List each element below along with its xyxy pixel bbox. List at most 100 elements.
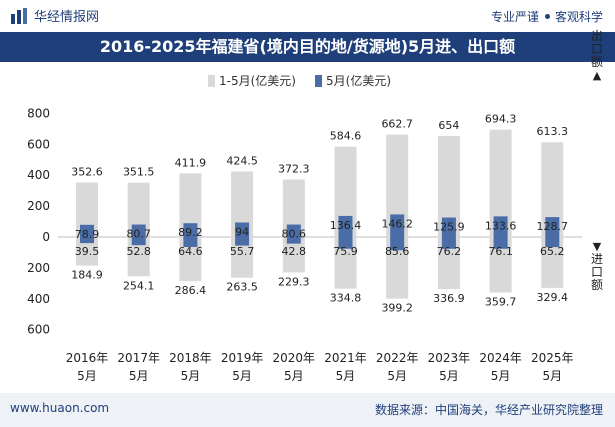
y-tick-label: 400 [27, 292, 50, 306]
up-arrow-icon: ▲ [592, 69, 602, 82]
website-link[interactable]: www.huaon.com [10, 401, 110, 415]
export-total-label: 351.5 [123, 166, 155, 179]
dot-icon [544, 14, 550, 19]
export-month-label: 94 [235, 225, 249, 238]
export-total-bar [127, 182, 150, 237]
import-total-bar [386, 237, 409, 299]
x-tick-label-year: 2021年 [324, 351, 367, 365]
import-month-label: 75.9 [333, 245, 358, 258]
y-tick-label: 200 [27, 261, 50, 275]
legend-label: 1-5月(亿美元) [219, 73, 296, 88]
export-total-bar [179, 173, 202, 237]
export-month-bar [80, 224, 94, 237]
legend-label: 5月(亿美元) [326, 73, 391, 88]
export-total-bar [282, 179, 305, 237]
import-total-label: 329.4 [537, 291, 569, 304]
x-tick-label-year: 2018年 [169, 351, 212, 365]
logo-icon [11, 7, 27, 24]
import-total-label: 184.9 [71, 269, 103, 282]
x-tick-label-month: 5月 [129, 369, 149, 383]
x-tick-label-month: 5月 [232, 369, 252, 383]
export-month-label: 125.9 [433, 221, 465, 234]
brand-name: 华经情报网 [34, 10, 100, 25]
export-total-bar [334, 146, 357, 237]
import-side-text: 进口额 [590, 252, 603, 292]
import-total-label: 399.2 [381, 302, 413, 315]
export-month-label: 146.2 [381, 217, 413, 230]
export-total-label: 613.3 [537, 125, 569, 138]
export-month-label: 128.7 [537, 220, 569, 233]
export-total-label: 662.7 [381, 118, 413, 131]
slogan-left: 专业严谨 [490, 10, 539, 24]
import-total-bar [489, 237, 512, 293]
x-tick-label-month: 5月 [284, 369, 304, 383]
y-tick-label: 800 [27, 106, 50, 120]
import-month-label: 55.7 [230, 245, 255, 258]
x-tick-label-month: 5月 [491, 369, 511, 383]
export-total-label: 654 [438, 119, 459, 132]
x-tick-label-year: 2019年 [221, 351, 264, 365]
x-tick-label-month: 5月 [77, 369, 97, 383]
export-month-bar [493, 216, 508, 237]
x-tick-label-month: 5月 [439, 369, 459, 383]
import-month-label: 85.6 [385, 245, 410, 258]
slogan-right: 客观科学 [554, 10, 603, 24]
export-month-bar [131, 224, 146, 237]
brand: 华经情报网 [10, 6, 99, 25]
export-month-label: 80.7 [126, 228, 151, 241]
export-total-bar [76, 182, 98, 237]
x-tick-label-month: 5月 [181, 369, 201, 383]
footer: www.huaon.com 数据来源：中国海关，华经产业研究院整理 [0, 393, 615, 427]
export-month-bar [286, 224, 301, 237]
export-total-bar [489, 129, 512, 237]
export-month-label: 78.9 [75, 228, 100, 241]
y-tick-label: 200 [27, 199, 50, 213]
x-tick-label-month: 5月 [336, 369, 356, 383]
export-month-bar [235, 222, 250, 237]
slogan: 专业严谨 客观科学 [491, 8, 603, 25]
import-total-label: 336.9 [433, 292, 465, 305]
export-side-text: 出口额 [590, 29, 603, 69]
export-total-label: 584.6 [330, 130, 362, 143]
export-month-bar [338, 215, 353, 237]
export-side-label: 出口额 ▲ [589, 29, 605, 83]
import-month-bar [183, 237, 198, 247]
data-source: 数据来源：中国海关，华经产业研究院整理 [374, 403, 603, 417]
x-tick-label-month: 5月 [542, 369, 562, 383]
export-month-label: 136.4 [330, 219, 362, 232]
down-arrow-icon: ▼ [592, 240, 602, 253]
import-total-bar [437, 237, 460, 290]
import-month-bar [545, 237, 560, 248]
x-tick-label-year: 2020年 [273, 351, 316, 365]
x-tick-label-year: 2024年 [479, 351, 522, 365]
import-total-bar [127, 237, 150, 277]
export-month-bar [545, 217, 560, 237]
legend-swatch [208, 75, 215, 87]
import-total-bar [179, 237, 202, 282]
import-month-label: 42.8 [282, 245, 307, 258]
export-total-label: 694.3 [485, 113, 517, 126]
import-total-label: 254.1 [123, 279, 155, 292]
import-month-label: 76.1 [488, 245, 513, 258]
export-total-bar [386, 134, 409, 237]
x-tick-label-year: 2023年 [428, 351, 471, 365]
export-month-bar [183, 223, 198, 237]
y-tick-label: 0 [42, 230, 50, 244]
import-side-label: ▼ 进口额 [589, 240, 605, 292]
import-month-label: 52.8 [126, 245, 151, 258]
import-month-bar [338, 237, 353, 249]
import-total-bar [231, 237, 254, 278]
y-tick-label: 600 [27, 137, 50, 151]
top-bar: 华经情报网 专业严谨 客观科学 [0, 0, 615, 30]
export-total-bar [231, 171, 254, 237]
import-month-bar [235, 237, 250, 246]
import-total-bar [76, 237, 98, 266]
import-month-bar [286, 237, 301, 244]
export-total-label: 352.6 [71, 166, 103, 179]
chart: 800 600 400 200 0 200 400 600 1-5月(亿美元) 5月(亿美元) 35… [27, 73, 582, 383]
import-month-label: 76.2 [437, 245, 462, 258]
export-total-bar [541, 142, 564, 237]
import-total-bar [334, 237, 357, 289]
import-month-bar [493, 237, 508, 249]
import-month-bar [390, 237, 405, 251]
